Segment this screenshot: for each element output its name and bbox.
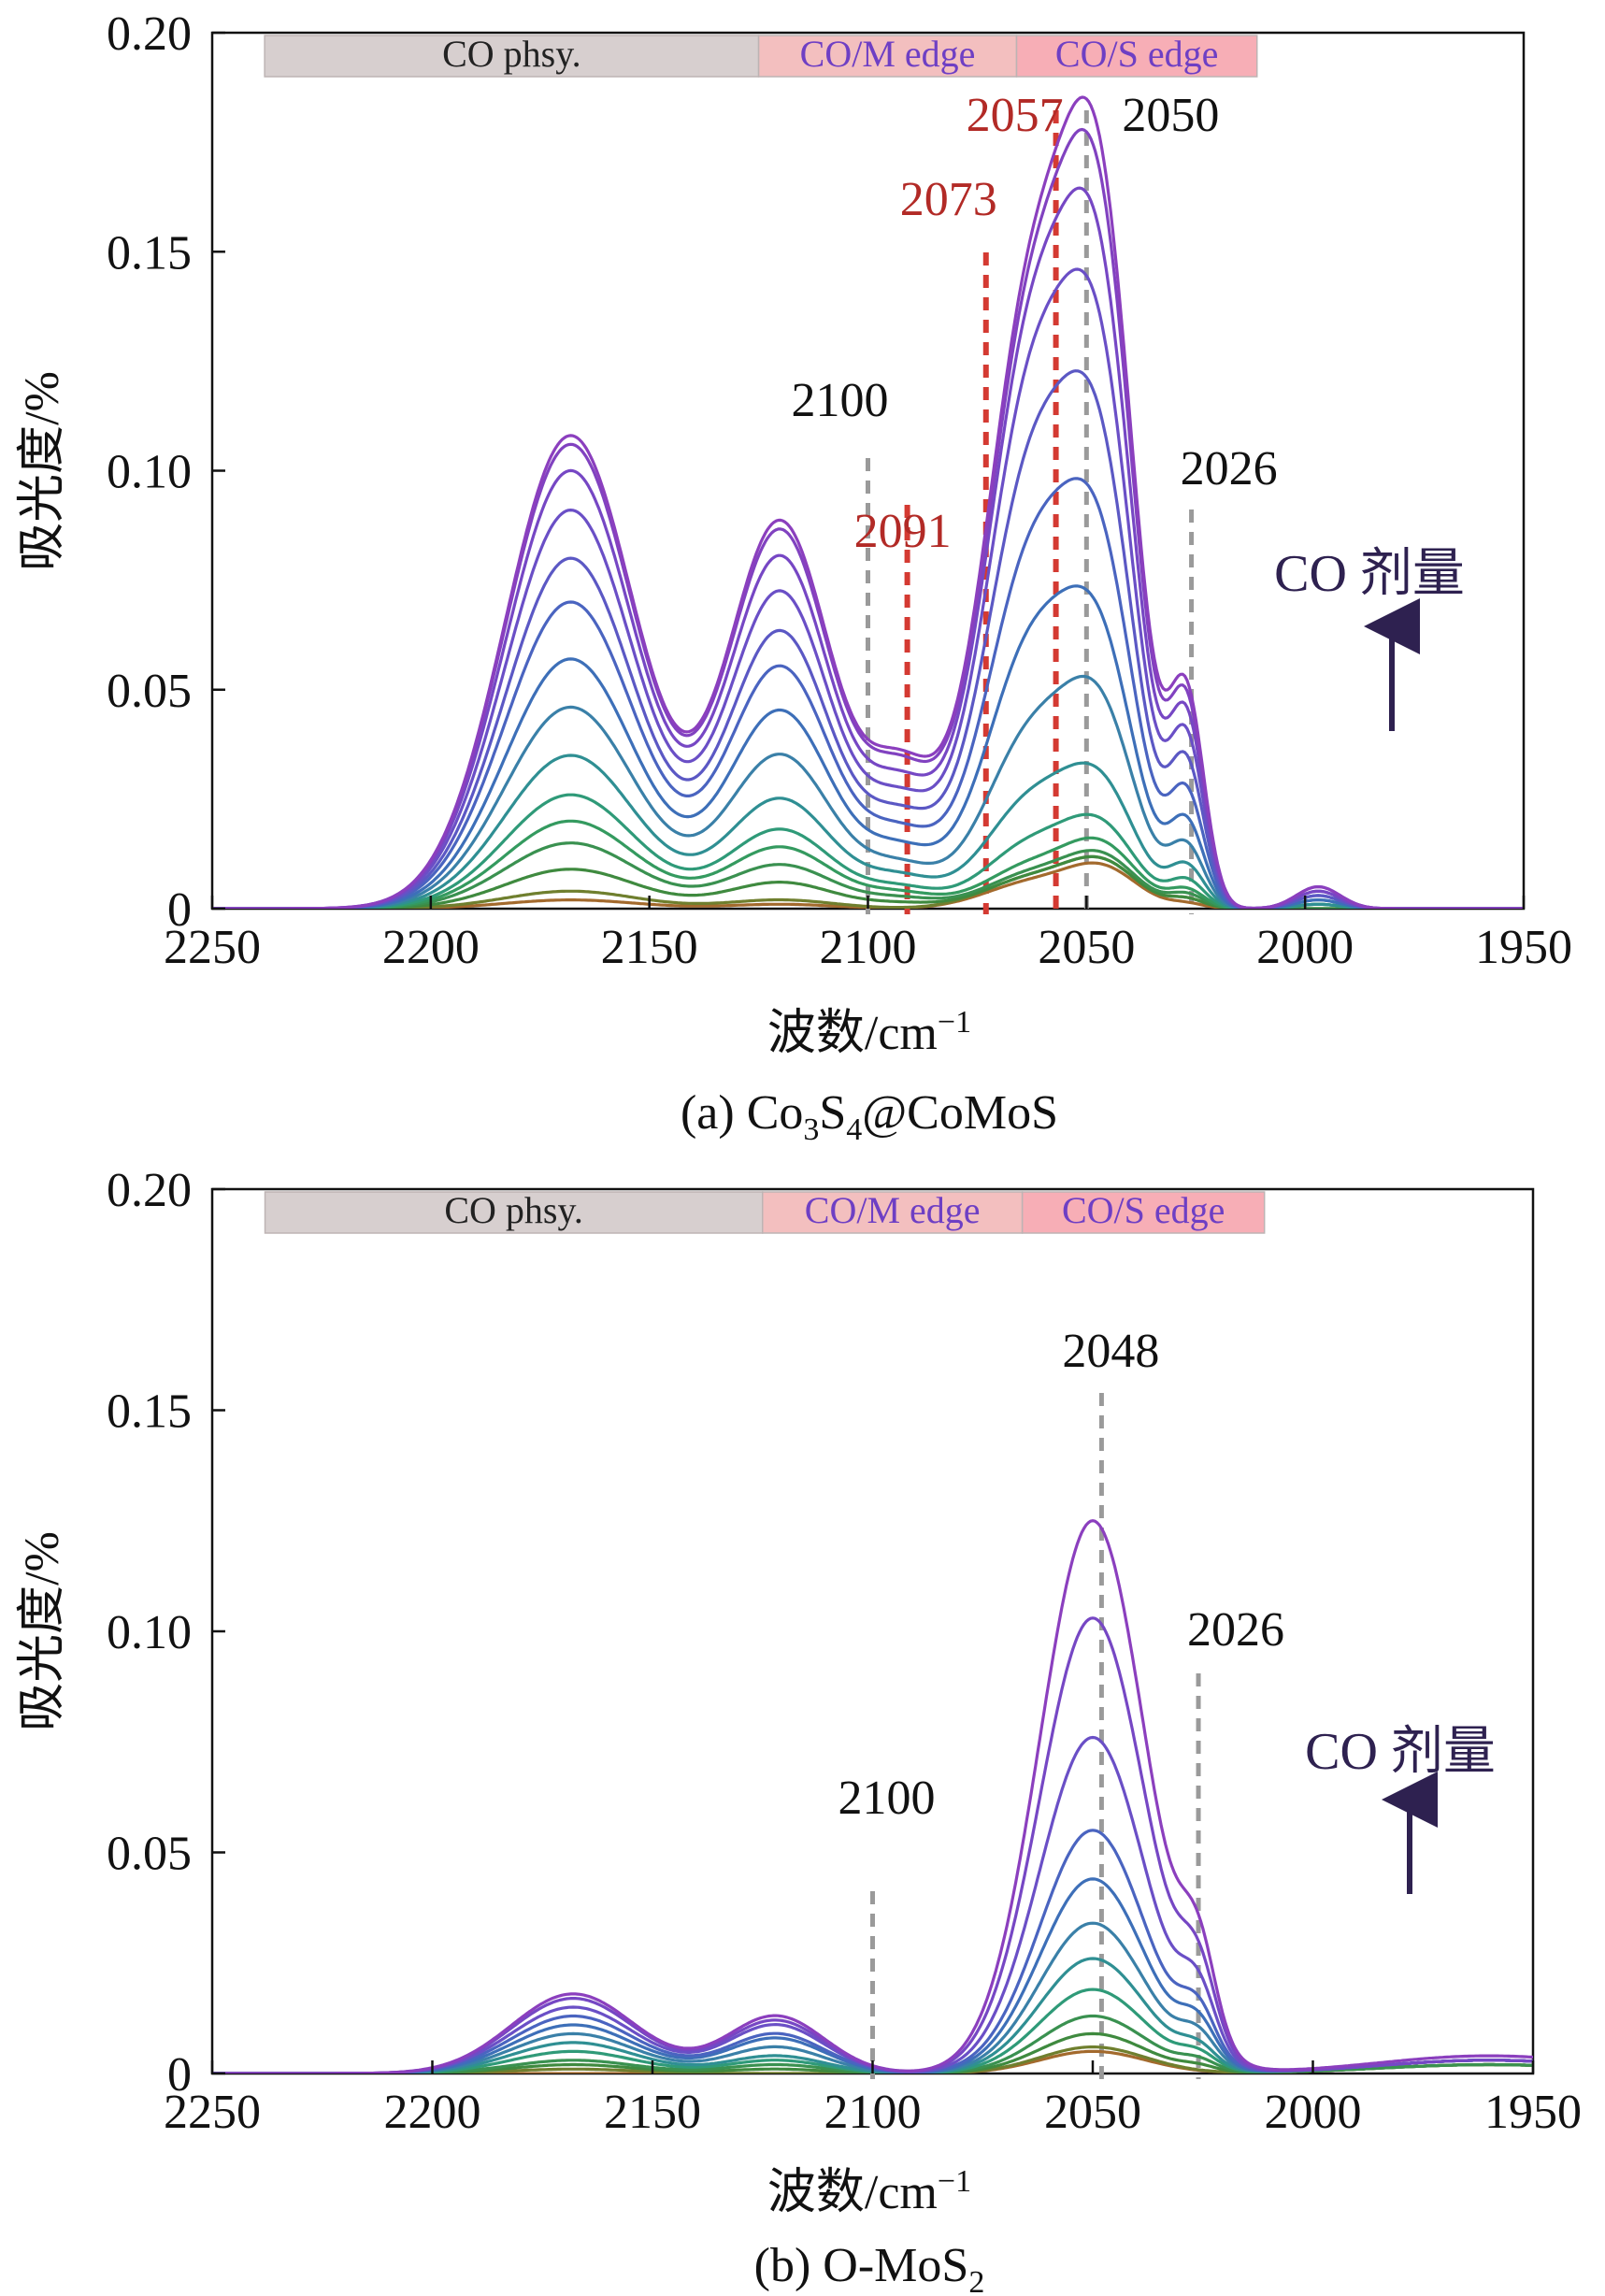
panel-a-peak-markers: 2100 2091 2073 2057 2050 2026	[792, 89, 1278, 914]
x-tick-label: 2200	[384, 2086, 481, 2139]
y-tick-label: 0.05	[107, 1828, 192, 1881]
peak-label-2050: 2050	[1122, 89, 1219, 142]
band-label-2: CO/S edge	[1062, 1189, 1225, 1231]
y-tick-label: 0.05	[107, 665, 192, 718]
peak-label-2057: 2057	[967, 89, 1064, 142]
panel-a-bands: CO phsy. CO/M edge CO/S edge	[264, 33, 1258, 78]
x-tick-label: 2150	[601, 921, 698, 974]
peak-label-2100: 2100	[838, 1772, 936, 1825]
y-tick-label: 0	[167, 2048, 192, 2102]
band-0	[264, 1191, 764, 1234]
x-tick-label: 2000	[1265, 2086, 1362, 2139]
band-2	[1015, 35, 1258, 78]
spectrum-8	[212, 1877, 1533, 2074]
panel-a-y-axis-title: 吸光度/%	[16, 371, 69, 571]
y-tick-label: 0	[167, 883, 192, 937]
panel-b-bands: CO phsy. CO/M edge CO/S edge	[264, 1189, 1266, 1234]
panel-b-spectra: CO phsy. CO/M edge CO/S edge 210020482026 …	[16, 1164, 1582, 2296]
panel-a-caption: (a) Co3S4@CoMoS	[681, 1086, 1058, 1147]
panel-b-ticks: 2250 2200 2150 2100 2050 2000 1950 0 0.05 0.10 0.1…	[107, 1164, 1582, 2139]
band-2	[1021, 1191, 1266, 1234]
panel-b-x-axis-title: 波数/cm−1	[767, 2164, 971, 2219]
panel-b-peak-markers: 2100 2048 2026	[838, 1325, 1284, 2079]
y-tick-label: 0.10	[107, 1606, 192, 1659]
peak-label-2100: 2100	[792, 374, 889, 427]
x-tick-label: 2150	[604, 2086, 701, 2139]
y-tick-label: 0.20	[107, 1164, 192, 1217]
panel-a-ticks: 2250 2200 2150 2100 2050 2000 1950 0 0.05 0.10 0.1…	[107, 7, 1572, 974]
peak-label-2091: 2091	[854, 505, 952, 558]
y-tick-label: 0.10	[107, 446, 192, 499]
band-0	[264, 35, 760, 78]
x-tick-label: 2200	[382, 921, 480, 974]
x-tick-label: 1950	[1484, 2086, 1582, 2139]
band-label-0: CO phsy.	[442, 33, 581, 75]
band-label-1: CO/M edge	[805, 1189, 981, 1231]
panel-b-caption: (b) O-MoS2	[754, 2239, 985, 2296]
panel-a-spectra: CO phsy. CO/M edge CO/S edge 2100209120732…	[16, 7, 1572, 1147]
spectrum-15	[212, 95, 1524, 909]
y-tick-label: 0.15	[107, 1385, 192, 1439]
panel-b-y-axis-title: 吸光度/%	[16, 1531, 69, 1731]
peak-label-2073: 2073	[900, 173, 997, 226]
panel-a-x-axis-title: 波数/cm−1	[767, 1005, 971, 1060]
x-tick-label: 2050	[1044, 2086, 1141, 2139]
spectrum-9	[212, 584, 1524, 909]
x-tick-label: 2050	[1038, 921, 1135, 974]
x-tick-label: 2100	[820, 921, 917, 974]
x-tick-label: 2250	[164, 2086, 261, 2139]
y-tick-label: 0.15	[107, 226, 192, 280]
peak-label-2026: 2026	[1187, 1603, 1284, 1657]
x-tick-label: 1950	[1475, 921, 1572, 974]
x-tick-label: 2250	[164, 921, 261, 974]
x-tick-label: 2100	[824, 2086, 922, 2139]
y-tick-label: 0.20	[107, 7, 192, 61]
panel-b-dose-label: CO 剂量	[1305, 1723, 1496, 1781]
panel-a-dose-label: CO 剂量	[1274, 545, 1465, 603]
band-label-1: CO/M edge	[800, 33, 976, 75]
band-1	[757, 35, 1018, 78]
band-label-0: CO phsy.	[444, 1189, 583, 1231]
band-1	[762, 1191, 1024, 1234]
peak-label-2026: 2026	[1181, 442, 1278, 495]
x-tick-label: 2000	[1256, 921, 1354, 974]
peak-label-2048: 2048	[1062, 1325, 1159, 1378]
band-label-2: CO/S edge	[1055, 33, 1218, 75]
